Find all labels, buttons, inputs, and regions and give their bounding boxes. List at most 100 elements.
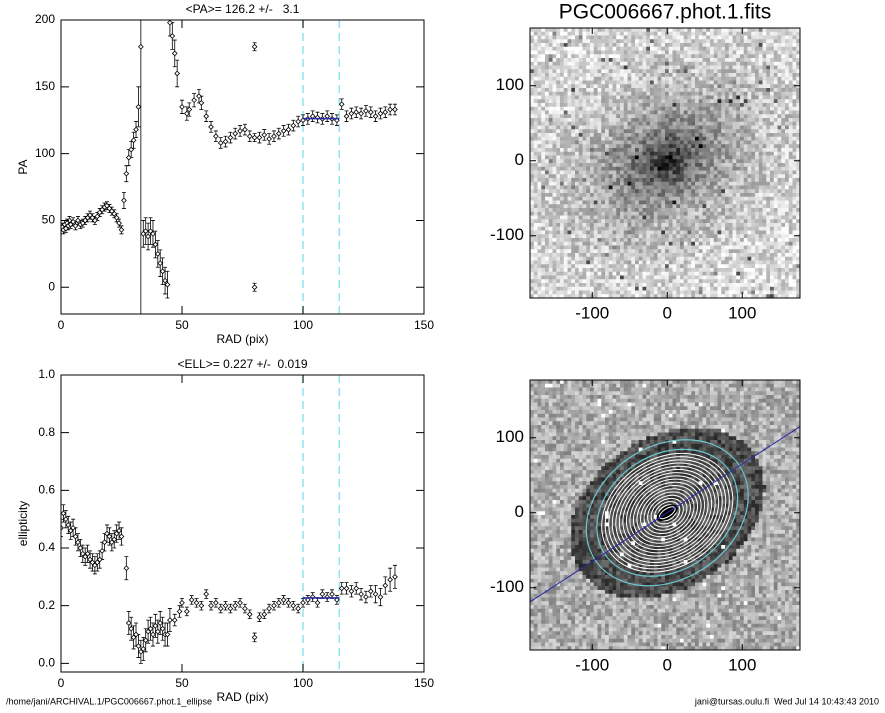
- image-pixel: [695, 219, 699, 223]
- image-pixel: [699, 58, 703, 62]
- image-pixel: [568, 51, 572, 55]
- image-pixel: [586, 208, 590, 212]
- image-pixel: [733, 231, 737, 235]
- image-pixel: [590, 92, 594, 96]
- image-pixel: [579, 81, 583, 85]
- image-pixel: [601, 111, 605, 115]
- image-pixel: [564, 107, 568, 111]
- image-pixel: [613, 208, 617, 212]
- image-pixel: [770, 197, 774, 201]
- image-pixel: [733, 144, 737, 148]
- image-pixel: [710, 186, 714, 190]
- image-pixel: [684, 103, 688, 107]
- image-pixel: [718, 212, 722, 216]
- image-pixel: [740, 39, 744, 43]
- image-pixel: [695, 39, 699, 43]
- image-pixel: [650, 118, 654, 122]
- image-pixel: [553, 171, 557, 175]
- image-pixel: [639, 152, 643, 156]
- image-pixel: [541, 73, 545, 77]
- image-pixel: [691, 234, 695, 238]
- image-pixel: [545, 231, 549, 235]
- image-pixel: [534, 156, 538, 160]
- image-pixel: [793, 28, 797, 32]
- image-pixel: [733, 208, 737, 212]
- image-pixel: [650, 66, 654, 70]
- image-pixel: [534, 234, 538, 238]
- image-pixel: [646, 216, 650, 220]
- image-pixel: [534, 69, 538, 73]
- image-pixel: [740, 171, 744, 175]
- image-pixel: [654, 208, 658, 212]
- image-pixel: [556, 249, 560, 253]
- image-pixel: [793, 223, 797, 227]
- image-pixel: [553, 58, 557, 62]
- image-pixel: [695, 249, 699, 253]
- image-pixel: [646, 126, 650, 130]
- image-pixel: [605, 257, 609, 261]
- image-pixel: [605, 178, 609, 182]
- image-pixel: [650, 204, 654, 208]
- image-pixel: [710, 223, 714, 227]
- image-pixel: [624, 36, 628, 40]
- image-pixel: [613, 129, 617, 133]
- image-pixel: [564, 62, 568, 66]
- image-pixel: [564, 264, 568, 268]
- image-pixel: [586, 51, 590, 55]
- image-pixel: [541, 242, 545, 246]
- image-pixel: [673, 111, 677, 115]
- image-pixel: [556, 212, 560, 216]
- image-pixel: [579, 193, 583, 197]
- image-pixel: [789, 208, 793, 212]
- image-pixel: [661, 137, 665, 141]
- image-pixel: [631, 137, 635, 141]
- image-pixel: [635, 36, 639, 40]
- image-pixel: [748, 36, 752, 40]
- image-pixel: [744, 189, 748, 193]
- image-pixel: [676, 141, 680, 145]
- image-pixel: [635, 118, 639, 122]
- image-pixel: [560, 231, 564, 235]
- image-pixel: [545, 69, 549, 73]
- image-pixel: [594, 77, 598, 81]
- image-pixel: [598, 197, 602, 201]
- image-pixel: [590, 208, 594, 212]
- image-pixel: [624, 54, 628, 58]
- image-pixel: [661, 197, 665, 201]
- image-pixel: [579, 182, 583, 186]
- image-pixel: [781, 204, 785, 208]
- image-pixel: [549, 156, 553, 160]
- image-pixel: [541, 231, 545, 235]
- image-pixel: [774, 242, 778, 246]
- image-pixel: [729, 148, 733, 152]
- image-pixel: [691, 129, 695, 133]
- image-pixel: [695, 261, 699, 265]
- image-pixel: [744, 238, 748, 242]
- image-pixel: [781, 84, 785, 88]
- image-pixel: [594, 92, 598, 96]
- image-pixel: [654, 58, 658, 62]
- image-pixel: [763, 62, 767, 66]
- image-pixel: [545, 174, 549, 178]
- image-pixel: [605, 238, 609, 242]
- image-pixel: [684, 129, 688, 133]
- image-pixel: [725, 234, 729, 238]
- image-pixel: [624, 242, 628, 246]
- image-pixel: [710, 182, 714, 186]
- image-pixel: [624, 32, 628, 36]
- image-pixel: [778, 223, 782, 227]
- image-pixel: [575, 253, 579, 257]
- image-pixel: [785, 193, 789, 197]
- image-pixel: [725, 58, 729, 62]
- image-pixel: [568, 257, 572, 261]
- image-pixel: [628, 107, 632, 111]
- image-pixel: [785, 137, 789, 141]
- image-pixel: [564, 103, 568, 107]
- image-pixel: [601, 144, 605, 148]
- image-pixel: [549, 54, 553, 58]
- image-pixel: [594, 47, 598, 51]
- image-pixel: [590, 114, 594, 118]
- image-pixel: [680, 242, 684, 246]
- image-pixel: [575, 69, 579, 73]
- image-pixel: [751, 171, 755, 175]
